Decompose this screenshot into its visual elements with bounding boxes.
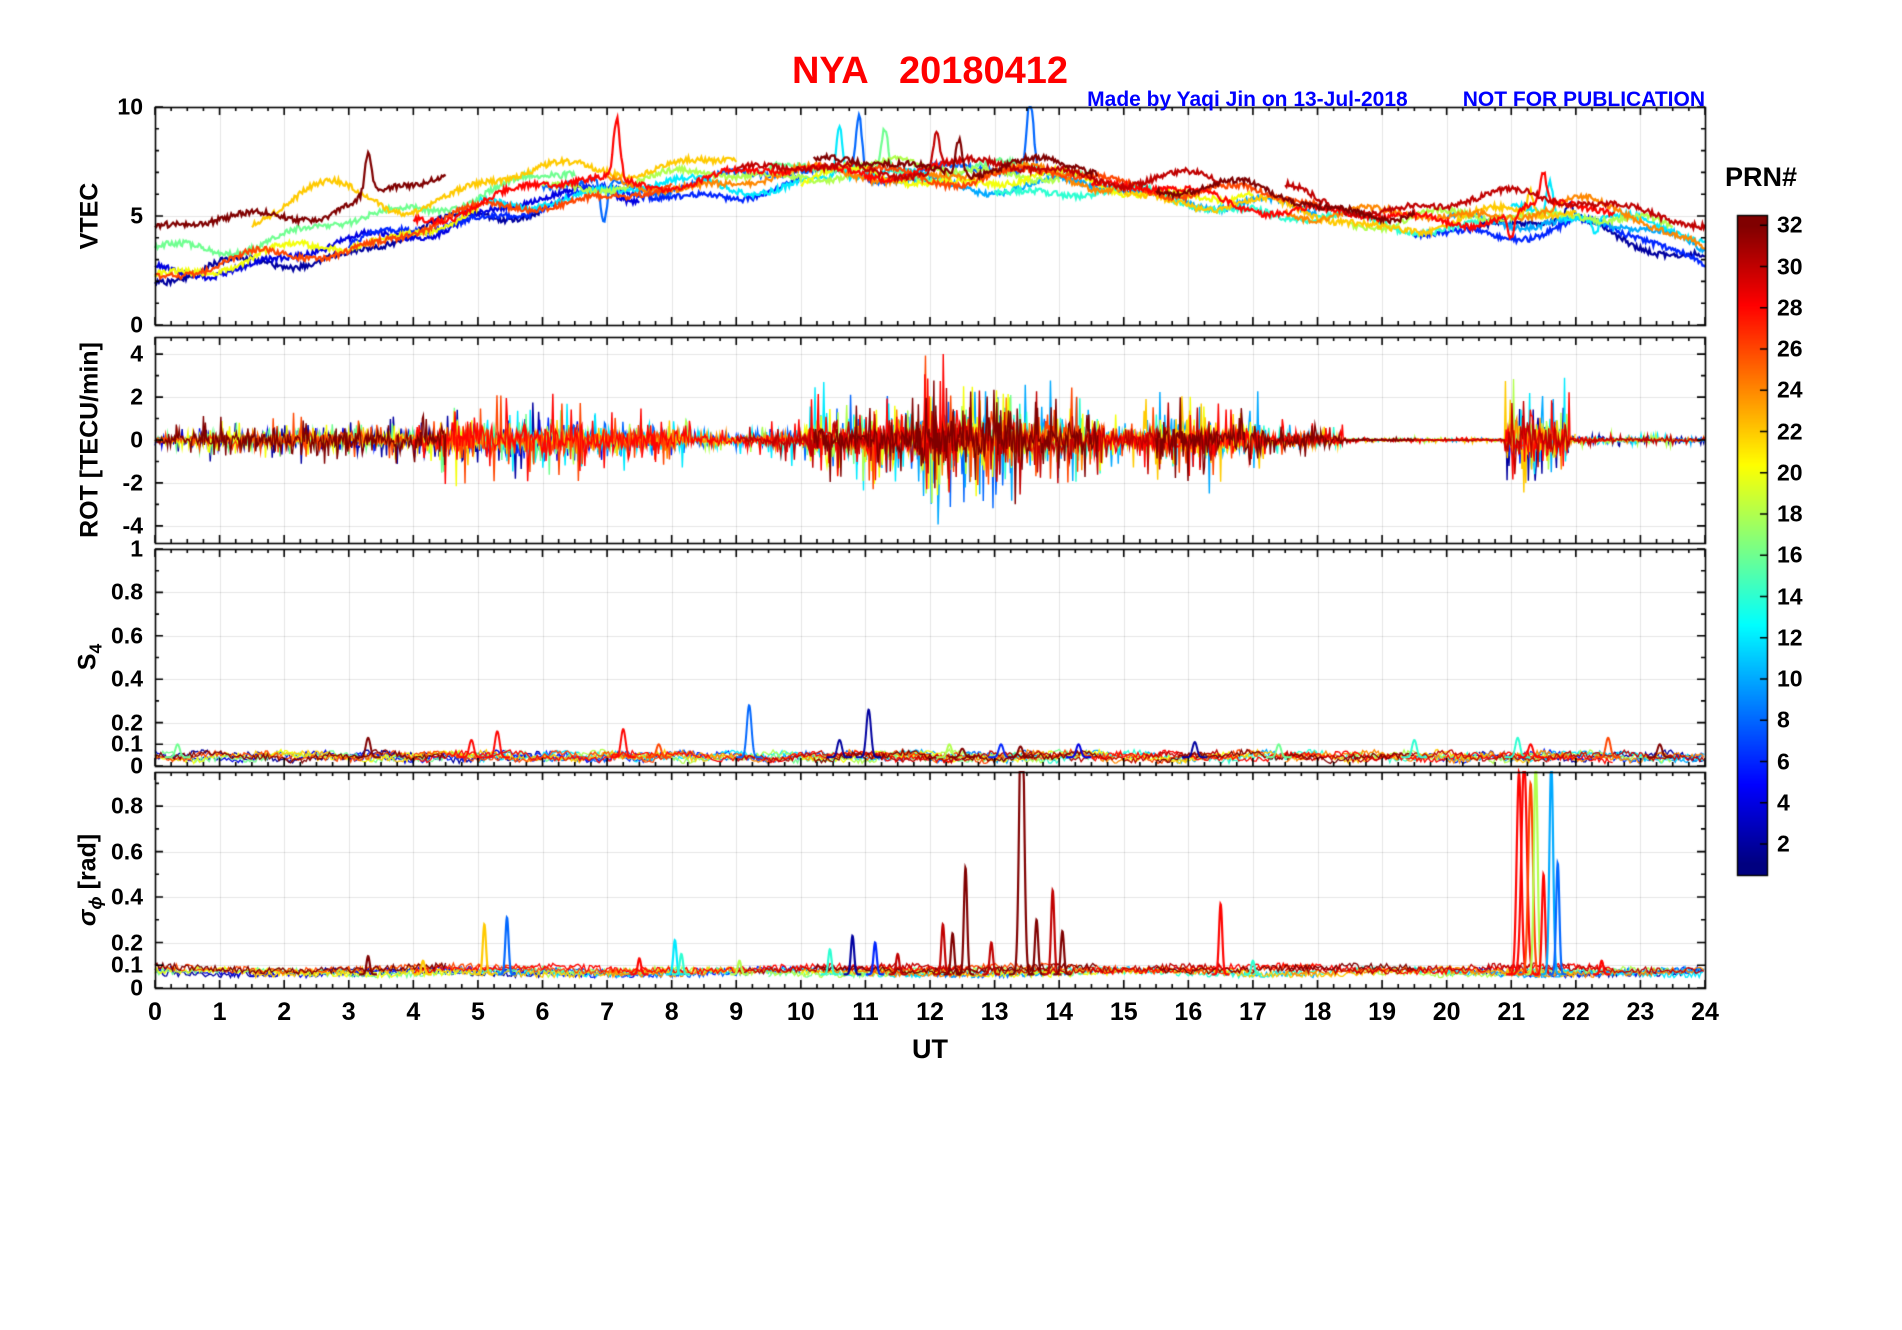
y-tick-label: 5	[130, 202, 143, 229]
x-tick-label: 0	[148, 998, 162, 1026]
y-tick-label: 0.8	[111, 792, 143, 819]
x-tick-label: 16	[1174, 998, 1203, 1026]
y-tick-label: 0.6	[111, 838, 143, 865]
x-tick-label: 10	[786, 998, 815, 1026]
x-tick-label: 15	[1109, 998, 1138, 1026]
x-tick-label: 23	[1626, 998, 1655, 1026]
x-tick-label: 21	[1497, 998, 1526, 1026]
x-tick-label: 22	[1561, 998, 1590, 1026]
credit-not-for-publication: NOT FOR PUBLICATION	[1462, 88, 1705, 111]
y-tick-label: 0	[130, 426, 143, 453]
x-tick-label: 2	[277, 998, 292, 1026]
y-tick-label: 0.4	[111, 665, 143, 692]
x-tick-label: 20	[1432, 998, 1461, 1026]
x-tick-label: 9	[729, 998, 744, 1026]
colorbar-tick-label: 8	[1777, 706, 1790, 733]
s4-symbol: S	[73, 653, 102, 671]
colorbar-tick-label: 18	[1777, 500, 1803, 527]
colorbar-tick-label: 32	[1777, 211, 1803, 238]
credit-made-by: Made by Yaqi Jin on 13-Jul-2018	[1087, 88, 1408, 111]
x-tick-label: 1	[212, 998, 227, 1026]
x-tick-label: 14	[1045, 998, 1074, 1026]
x-tick-label: 4	[406, 998, 421, 1026]
x-tick-label: 24	[1691, 998, 1719, 1026]
y-tick-label: 0	[130, 974, 143, 1001]
colorbar-tick-label: 30	[1777, 253, 1803, 280]
y-tick-label: 2	[130, 383, 143, 410]
y-tick-label: 0.8	[111, 578, 143, 605]
y-tick-label: 1	[130, 535, 143, 562]
colorbar-title: PRN#	[1725, 162, 1798, 192]
x-tick-label: 6	[535, 998, 550, 1026]
y-tick-label: 10	[117, 93, 143, 120]
colorbar-tick-label: 20	[1777, 459, 1803, 486]
colorbar-tick-label: 10	[1777, 665, 1803, 692]
y-tick-label: 0.2	[111, 709, 143, 736]
y-axis-label-rot: ROT [TECU/min]	[75, 342, 104, 538]
s4-subscript: 4	[85, 643, 106, 654]
credit-line: Made by Yaqi Jin on 13-Jul-2018 NOT FOR …	[1087, 88, 1705, 112]
colorbar-tick-label: 22	[1777, 418, 1803, 445]
colorbar-tick-label: 4	[1777, 789, 1790, 816]
chart-title: NYA 20180412	[791, 50, 1069, 92]
x-tick-label: 13	[980, 998, 1009, 1026]
x-axis-label: UT	[912, 1034, 948, 1064]
y-tick-label: -4	[122, 512, 143, 539]
colorbar-tick-label: 24	[1777, 376, 1803, 403]
y-tick-label: -2	[122, 469, 143, 496]
y-tick-label: 0	[130, 752, 143, 779]
y-axis-label-sigma-phi: σϕ [rad]	[74, 834, 107, 926]
x-tick-label: 7	[600, 998, 615, 1026]
colorbar-tick-label: 26	[1777, 335, 1803, 362]
x-tick-label: 8	[664, 998, 679, 1026]
x-tick-label: 3	[341, 998, 356, 1026]
sigma-symbol: σ	[73, 909, 102, 927]
x-tick-label: 18	[1303, 998, 1332, 1026]
y-tick-label: 0.1	[111, 951, 143, 978]
x-tick-label: 12	[916, 998, 944, 1026]
y-axis-label-vtec: VTEC	[75, 182, 104, 250]
phi-subscript: ϕ	[85, 896, 106, 910]
y-tick-label: 0.2	[111, 929, 143, 956]
colorbar-tick-label: 6	[1777, 748, 1790, 775]
x-tick-label: 19	[1368, 998, 1396, 1026]
x-tick-label: 11	[852, 998, 879, 1026]
x-tick-label: 17	[1239, 998, 1267, 1026]
rad-unit: [rad]	[73, 833, 102, 897]
y-axis-label-s4: S4	[74, 644, 107, 670]
colorbar-tick-label: 28	[1777, 294, 1803, 321]
y-tick-label: 0.4	[111, 883, 143, 910]
colorbar-tick-label: 14	[1777, 583, 1803, 610]
colorbar-tick-label: 12	[1777, 624, 1803, 651]
colorbar-tick-label: 2	[1777, 830, 1790, 857]
colorbar-tick-label: 16	[1777, 541, 1803, 568]
y-tick-label: 0.6	[111, 622, 143, 649]
y-tick-label: 4	[130, 340, 143, 367]
y-tick-label: 0.1	[111, 730, 143, 757]
x-tick-label: 5	[470, 998, 485, 1026]
y-tick-label: 0	[130, 311, 143, 338]
